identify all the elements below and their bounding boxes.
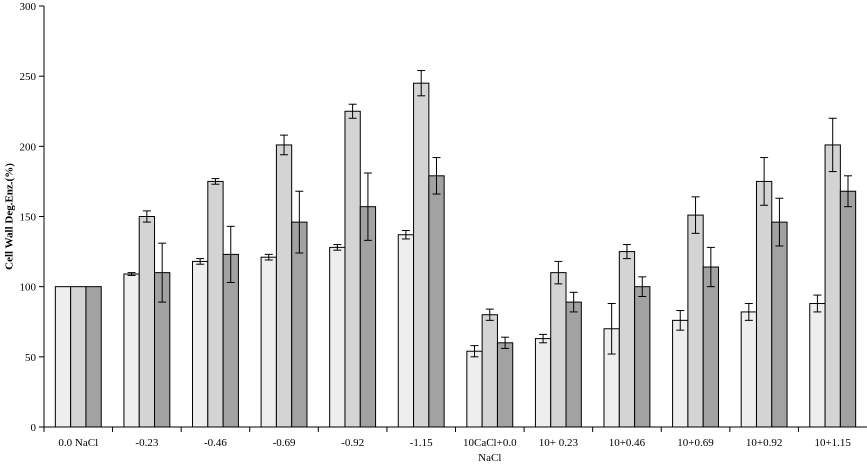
bar bbox=[824, 144, 841, 428]
bar bbox=[618, 251, 636, 428]
x-tick-label: -0.23 bbox=[135, 437, 158, 449]
bar bbox=[260, 256, 277, 428]
bar bbox=[413, 82, 430, 428]
x-tick-label: -0.69 bbox=[273, 437, 296, 449]
bar bbox=[672, 319, 689, 428]
bar bbox=[329, 246, 346, 428]
y-tick-label: 100 bbox=[20, 282, 37, 294]
x-tick-label: 10CaCl+0.0 bbox=[463, 437, 517, 449]
bar bbox=[54, 286, 72, 428]
x-tick-label: 10+1.15 bbox=[814, 437, 851, 449]
bar bbox=[634, 286, 651, 428]
bar bbox=[496, 342, 514, 428]
y-axis-title: Cell Wall Deg.Enz.(%) bbox=[4, 163, 16, 270]
y-tick-label: 50 bbox=[25, 352, 37, 364]
bar bbox=[207, 180, 224, 428]
error-bars bbox=[127, 70, 853, 358]
x-tick-label: NaCl bbox=[478, 452, 501, 464]
bar bbox=[70, 286, 87, 428]
y-tick-label: 0 bbox=[31, 422, 37, 434]
y-tick-label: 200 bbox=[20, 141, 37, 153]
y-tick-label: 150 bbox=[20, 212, 37, 224]
bar bbox=[344, 110, 361, 428]
x-tick-label: 10+ 0.23 bbox=[539, 437, 579, 449]
bar bbox=[397, 234, 415, 428]
x-tick-label: 10+0.92 bbox=[746, 437, 782, 449]
bar bbox=[565, 301, 582, 428]
bar bbox=[702, 266, 719, 428]
y-axis-ticks bbox=[39, 5, 799, 432]
bar bbox=[771, 221, 788, 428]
x-tick-label: 10+0.69 bbox=[677, 437, 714, 449]
y-tick-label: 300 bbox=[20, 1, 37, 13]
bar bbox=[687, 214, 704, 428]
bar bbox=[428, 175, 445, 428]
bar-series bbox=[54, 82, 857, 428]
y-axis-tick-labels: 0 50 100 150 200 250 300 bbox=[20, 1, 37, 434]
bar bbox=[550, 272, 567, 428]
bar bbox=[534, 338, 552, 428]
bar bbox=[192, 260, 209, 428]
x-tick-label: -0.46 bbox=[204, 437, 227, 449]
bar bbox=[481, 314, 498, 428]
bar bbox=[123, 273, 140, 428]
x-tick-label: -0.92 bbox=[341, 437, 364, 449]
bar bbox=[809, 303, 826, 428]
bar bbox=[466, 350, 483, 428]
x-tick-label: -1.15 bbox=[410, 437, 433, 449]
y-tick-label: 250 bbox=[20, 71, 37, 83]
x-tick-label: 10+0.46 bbox=[609, 437, 646, 449]
x-axis-tick-labels: 0.0 NaCl -0.23 -0.46 -0.69 -0.92 -1.15 10CaCl+… bbox=[58, 437, 851, 464]
bar bbox=[755, 180, 773, 428]
x-tick-label: 0.0 NaCl bbox=[58, 437, 98, 449]
bar bbox=[138, 216, 156, 428]
bar bbox=[839, 190, 857, 428]
bar bbox=[275, 144, 293, 428]
bar bbox=[740, 311, 757, 428]
bar bbox=[85, 286, 102, 428]
